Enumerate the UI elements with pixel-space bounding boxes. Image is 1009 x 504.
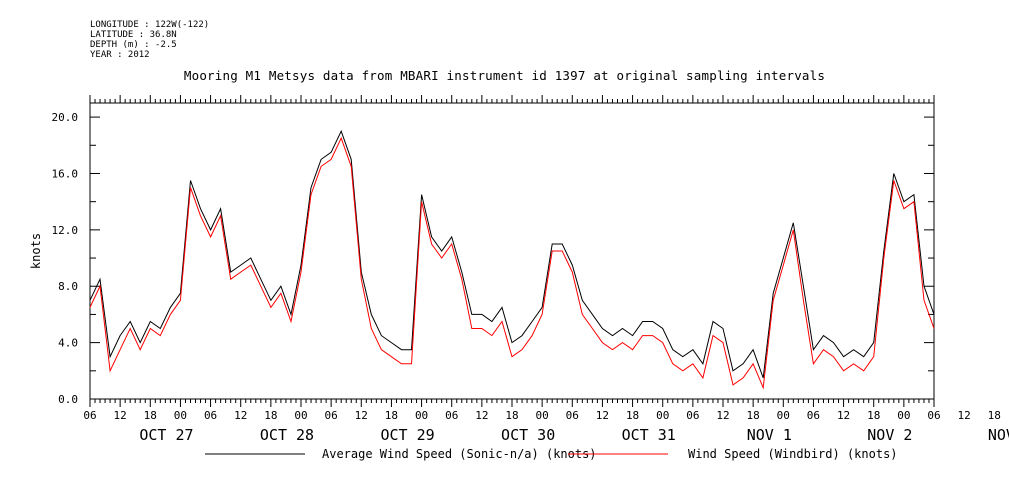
x-tick-label: 18 bbox=[264, 409, 277, 422]
x-tick-label: 12 bbox=[716, 409, 729, 422]
depth-text: DEPTH (m) : -2.5 bbox=[90, 40, 177, 50]
series-line-windbird-wind-speed bbox=[89, 136, 935, 390]
day-label: NOV 3 bbox=[988, 426, 1009, 444]
day-label: OCT 30 bbox=[501, 426, 555, 444]
x-tick-label: 18 bbox=[867, 409, 880, 422]
y-tick-label: 0.0 bbox=[58, 393, 78, 406]
year-text: YEAR : 2012 bbox=[90, 50, 150, 60]
x-tick-label: 12 bbox=[114, 409, 127, 422]
day-label: OCT 29 bbox=[380, 426, 434, 444]
series-layer bbox=[89, 129, 935, 390]
x-tick-label: 18 bbox=[144, 409, 157, 422]
series-line-average-wind-speed bbox=[89, 129, 935, 379]
x-tick-label: 18 bbox=[505, 409, 518, 422]
y-tick-label: 8.0 bbox=[58, 280, 78, 293]
x-tick-label: 18 bbox=[747, 409, 760, 422]
metadata-block: LONGITUDE : 122W(-122) LATITUDE : 36.8N … bbox=[90, 20, 209, 60]
legend-label-average: Average Wind Speed (Sonic-n/a) (knots) bbox=[322, 447, 597, 461]
chart-title: Mooring M1 Metsys data from MBARI instru… bbox=[183, 68, 826, 83]
x-tick-label: 18 bbox=[988, 409, 1001, 422]
day-label: OCT 27 bbox=[139, 426, 193, 444]
day-label: OCT 31 bbox=[622, 426, 676, 444]
x-tick-label: 12 bbox=[355, 409, 368, 422]
legend-label-windbird: Wind Speed (Windbird) (knots) bbox=[688, 447, 898, 461]
plot-frame bbox=[89, 102, 935, 400]
legend: Average Wind Speed (Sonic-n/a) (knots) W… bbox=[205, 447, 898, 461]
x-tick-label: 00 bbox=[656, 409, 669, 422]
x-tick-label: 00 bbox=[174, 409, 187, 422]
x-tick-label: 06 bbox=[927, 409, 940, 422]
x-tick-label: 12 bbox=[596, 409, 609, 422]
longitude-text: LONGITUDE : 122W(-122) bbox=[90, 20, 210, 30]
y-tick-label: 12.0 bbox=[52, 224, 79, 237]
y-tick-label: 16.0 bbox=[52, 167, 79, 180]
x-tick-label: 06 bbox=[566, 409, 579, 422]
y-tick-label: 20.0 bbox=[52, 111, 79, 124]
x-tick-label: 00 bbox=[415, 409, 428, 422]
day-label: NOV 2 bbox=[867, 426, 912, 444]
x-tick-label: 06 bbox=[204, 409, 217, 422]
y-axis: 0.0 4.0 8.0 12.0 16.0 20.0 bbox=[52, 111, 934, 406]
day-label: NOV 1 bbox=[747, 426, 792, 444]
x-tick-label: 00 bbox=[897, 409, 910, 422]
y-tick-label: 4.0 bbox=[58, 337, 78, 350]
x-tick-label: 00 bbox=[777, 409, 790, 422]
x-tick-label: 18 bbox=[385, 409, 398, 422]
x-tick-label: 06 bbox=[686, 409, 699, 422]
day-label: OCT 28 bbox=[260, 426, 314, 444]
latitude-text: LATITUDE : 36.8N bbox=[90, 30, 177, 40]
x-tick-label: 06 bbox=[807, 409, 820, 422]
x-tick-label: 00 bbox=[294, 409, 307, 422]
x-axis: 06 12 18 00 06 12 18 00 06 12 18 00 06 12 18 00 06 12 18 00… bbox=[83, 95, 1009, 444]
x-tick-label: 12 bbox=[837, 409, 850, 422]
x-tick-label: 18 bbox=[626, 409, 639, 422]
x-tick-label: 12 bbox=[958, 409, 971, 422]
y-axis-label: knots bbox=[29, 233, 43, 269]
x-tick-label: 06 bbox=[83, 409, 96, 422]
x-tick-label: 12 bbox=[234, 409, 247, 422]
x-tick-label: 06 bbox=[325, 409, 338, 422]
x-tick-label: 06 bbox=[445, 409, 458, 422]
x-tick-label: 00 bbox=[536, 409, 549, 422]
x-tick-label: 12 bbox=[475, 409, 488, 422]
